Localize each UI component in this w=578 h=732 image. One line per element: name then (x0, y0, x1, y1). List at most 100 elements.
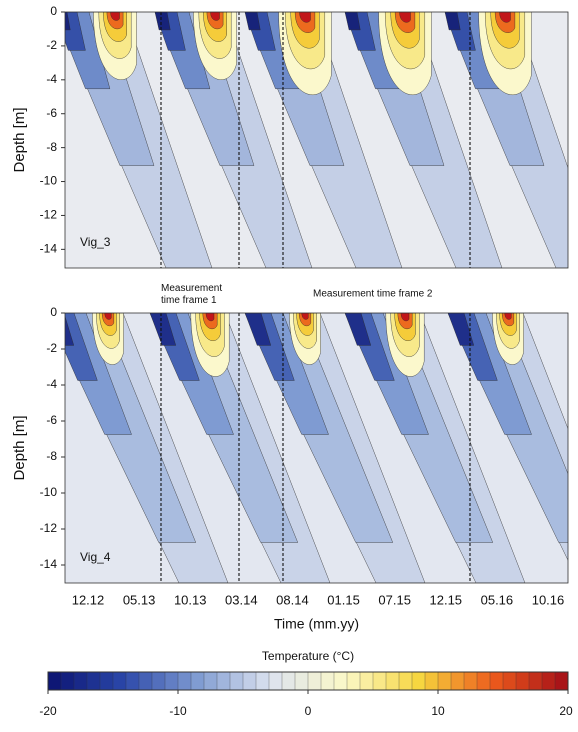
colorbar-cell (528, 671, 543, 691)
cold-plume (344, 12, 361, 31)
cold-plume (444, 12, 461, 31)
x-tick-label: 03.14 (225, 592, 258, 607)
x-tick-label: 10.13 (174, 592, 207, 607)
x-tick-label: 12.12 (72, 592, 105, 607)
warm-patch (499, 12, 511, 23)
colorbar-cell (398, 671, 413, 691)
x-tick-label: 07.15 (378, 592, 411, 607)
x-tick-label: 08.14 (276, 592, 309, 607)
colorbar-cell (463, 671, 478, 691)
colorbar-tick-label: 20 (559, 704, 573, 718)
colorbar-cell (112, 671, 127, 691)
colorbar-cell (320, 671, 335, 691)
y-tick-label: -6 (46, 413, 57, 427)
colorbar-cell (203, 671, 218, 691)
colorbar-cell (216, 671, 231, 691)
colorbar-cell (294, 671, 309, 691)
colorbar-cell (229, 671, 244, 691)
annotation-line: Measurement (161, 283, 222, 294)
cold-plume (447, 313, 475, 346)
y-tick-label: -2 (46, 341, 57, 355)
colorbar-cell (515, 671, 530, 691)
warm-patch (110, 12, 120, 21)
warm-patch (104, 313, 112, 320)
colorbar-cell (138, 671, 153, 691)
colorbar-cell (307, 671, 322, 691)
colorbar-cell (242, 671, 257, 691)
colorbar-cell (502, 671, 517, 691)
warm-patch (299, 12, 311, 23)
panel-label: Vig_3 (80, 235, 111, 249)
cold-plume (65, 12, 71, 31)
y-tick-label: -8 (46, 449, 57, 463)
colorbar-cell (411, 671, 426, 691)
colorbar-cell (385, 671, 400, 691)
cold-plume (149, 313, 177, 346)
colorbar-cell (554, 671, 569, 691)
contour-field (65, 313, 568, 583)
colorbar-cell (86, 671, 101, 691)
colorbar-cell (333, 671, 348, 691)
colorbar-tick-label: -20 (39, 704, 57, 718)
y-tick-label: -8 (46, 140, 57, 154)
x-tick-label: 12.15 (430, 592, 463, 607)
annotation: Measurement time frame 1 (161, 283, 222, 306)
cold-plume (65, 313, 98, 381)
colorbar-cell (99, 671, 114, 691)
y-tick-label: -4 (46, 72, 57, 86)
warm-patch (504, 313, 512, 320)
warm-patch (400, 313, 410, 322)
colorbar-cell (125, 671, 140, 691)
y-tick-label: 0 (50, 4, 57, 18)
y-tick-label: -14 (40, 242, 58, 256)
colorbar-cell (450, 671, 465, 691)
colorbar-cell (268, 671, 283, 691)
cold-plume (154, 12, 171, 31)
colorbar-cell (281, 671, 296, 691)
colorbar-cell (359, 671, 374, 691)
cold-plume (344, 313, 372, 346)
plot-frame (64, 312, 569, 584)
colorbar-title: Temperature (°C) (262, 649, 354, 663)
colorbar-cell (190, 671, 205, 691)
y-axis-label: Depth [m] (11, 107, 28, 172)
cold-plume (244, 313, 272, 346)
contour-field (65, 12, 568, 268)
x-tick-label: 05.16 (481, 592, 514, 607)
colorbar-tick-label: 10 (431, 704, 445, 718)
y-axis-label: Depth [m] (11, 415, 28, 480)
colorbar-cell (541, 671, 556, 691)
warm-patch (205, 313, 215, 322)
y-tick-label: -10 (40, 174, 58, 188)
annotation: Measurement time frame 2 (313, 289, 433, 300)
colorbar-cell (489, 671, 504, 691)
colorbar-tick-label: 0 (305, 704, 312, 718)
colorbar-cell (151, 671, 166, 691)
cold-plume (65, 12, 86, 51)
y-tick-label: -10 (40, 485, 58, 499)
y-tick-label: -2 (46, 38, 57, 52)
colorbar-cell (177, 671, 192, 691)
x-tick-label: 01.15 (327, 592, 360, 607)
x-tick-label: 10.16 (532, 592, 565, 607)
y-tick-label: -4 (46, 377, 57, 391)
y-tick-label: -12 (40, 208, 58, 222)
colorbar-cell (424, 671, 439, 691)
y-tick-label: -12 (40, 521, 58, 535)
colorbar-cell (73, 671, 88, 691)
colorbar-cell (437, 671, 452, 691)
warm-patch (399, 12, 411, 23)
cold-plume (65, 315, 75, 346)
warm-patch (301, 313, 309, 320)
x-axis-label: Time (mm.yy) (274, 616, 359, 632)
plot-frame (64, 11, 569, 269)
y-tick-label: 0 (50, 305, 57, 319)
colorbar-cell (346, 671, 361, 691)
colorbar-cell (476, 671, 491, 691)
colorbar-cell (47, 671, 62, 691)
y-tick-label: -14 (40, 557, 58, 571)
colorbar-cell (60, 671, 75, 691)
panel-label: Vig_4 (80, 550, 111, 564)
y-tick-label: -6 (46, 106, 57, 120)
